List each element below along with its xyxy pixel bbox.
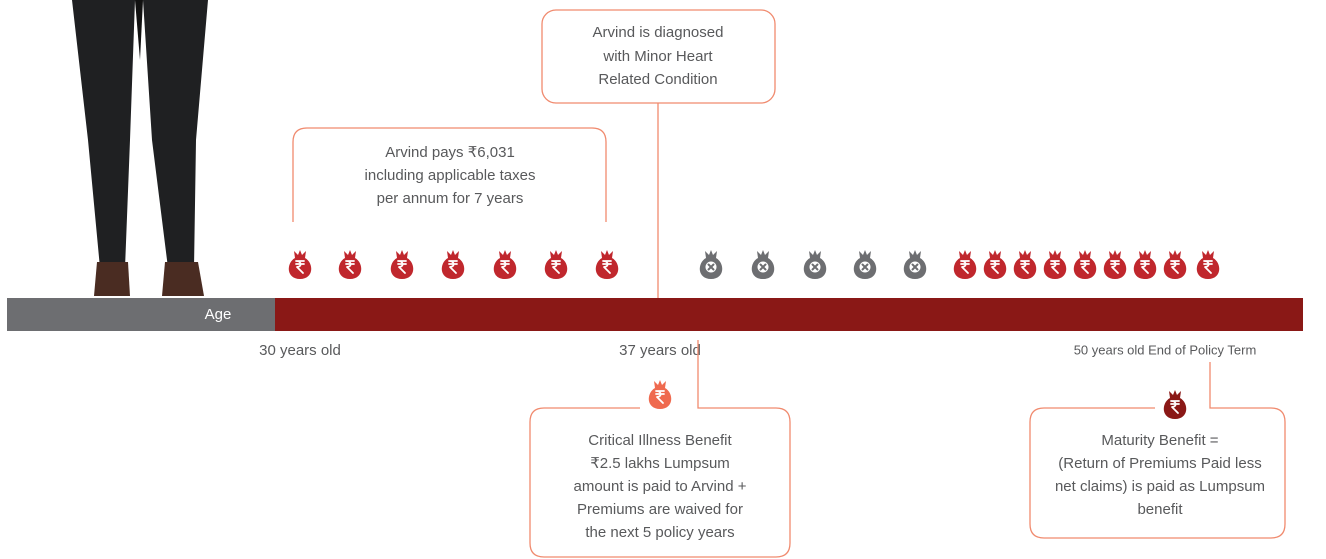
premium-bag bbox=[391, 250, 413, 279]
premium-bag bbox=[442, 250, 464, 279]
premium-text: including applicable taxes bbox=[365, 167, 536, 184]
bag-symbol bbox=[860, 262, 871, 273]
waived-bag bbox=[854, 250, 876, 279]
policy-bar bbox=[275, 298, 1303, 331]
premium-bag bbox=[1014, 250, 1036, 279]
premium-bag bbox=[1164, 250, 1186, 279]
diagnosis-text: Related Condition bbox=[598, 71, 717, 88]
bag-symbol bbox=[910, 262, 921, 273]
waived-bag bbox=[700, 250, 722, 279]
bag-symbol bbox=[706, 262, 717, 273]
critical-illness-text: ₹2.5 lakhs Lumpsum bbox=[590, 455, 730, 472]
premium-text: Arvind pays ₹6,031 bbox=[385, 144, 515, 161]
premium-bag bbox=[545, 250, 567, 279]
bag-symbol bbox=[758, 262, 769, 273]
premium-bag bbox=[1134, 250, 1156, 279]
premium-bag bbox=[339, 250, 361, 279]
critical-illness-text: amount is paid to Arvind + bbox=[573, 478, 746, 495]
premium-bag bbox=[984, 250, 1006, 279]
premium-text: per annum for 7 years bbox=[377, 190, 524, 207]
benefit-bag bbox=[649, 380, 671, 409]
milestone: 50 years old End of Policy Term bbox=[1074, 342, 1257, 357]
premium-bag bbox=[494, 250, 516, 279]
premium-bag bbox=[1197, 250, 1219, 279]
critical-illness-text: Premiums are waived for bbox=[577, 501, 743, 518]
waived-bag bbox=[904, 250, 926, 279]
age-label: Age bbox=[205, 306, 232, 323]
premium-bag bbox=[1044, 250, 1066, 279]
premium-bag bbox=[596, 250, 618, 279]
waived-bag bbox=[752, 250, 774, 279]
page: {"diagnosis_box": {"lines": ["Arvind is … bbox=[0, 0, 1326, 559]
diagnosis-text: Arvind is diagnosed bbox=[593, 24, 724, 41]
milestone: 30 years old bbox=[259, 342, 341, 359]
milestone: 37 years old bbox=[619, 342, 701, 359]
premium-bag bbox=[1104, 250, 1126, 279]
bag-symbol bbox=[810, 262, 821, 273]
premium-bag bbox=[1074, 250, 1096, 279]
money-bags bbox=[289, 250, 1219, 419]
maturity-bag bbox=[1164, 390, 1186, 419]
maturity-text: (Return of Premiums Paid less bbox=[1058, 455, 1261, 472]
maturity-text: net claims) is paid as Lumpsum bbox=[1055, 478, 1265, 495]
critical-illness-text: Critical Illness Benefit bbox=[588, 432, 732, 449]
critical-illness-text: the next 5 policy years bbox=[585, 524, 734, 541]
maturity-text: Maturity Benefit = bbox=[1101, 432, 1218, 449]
diagnosis-text: with Minor Heart bbox=[602, 48, 713, 65]
maturity-text: benefit bbox=[1137, 501, 1183, 518]
waived-bag bbox=[804, 250, 826, 279]
person-illustration bbox=[72, 0, 208, 296]
premium-bag bbox=[954, 250, 976, 279]
body: Age 30 years old 37 years old 50 years o… bbox=[0, 0, 1326, 559]
infographic: Age 30 years old 37 years old 50 years o… bbox=[0, 0, 1326, 559]
age-bar bbox=[7, 298, 275, 331]
premium-bag bbox=[289, 250, 311, 279]
